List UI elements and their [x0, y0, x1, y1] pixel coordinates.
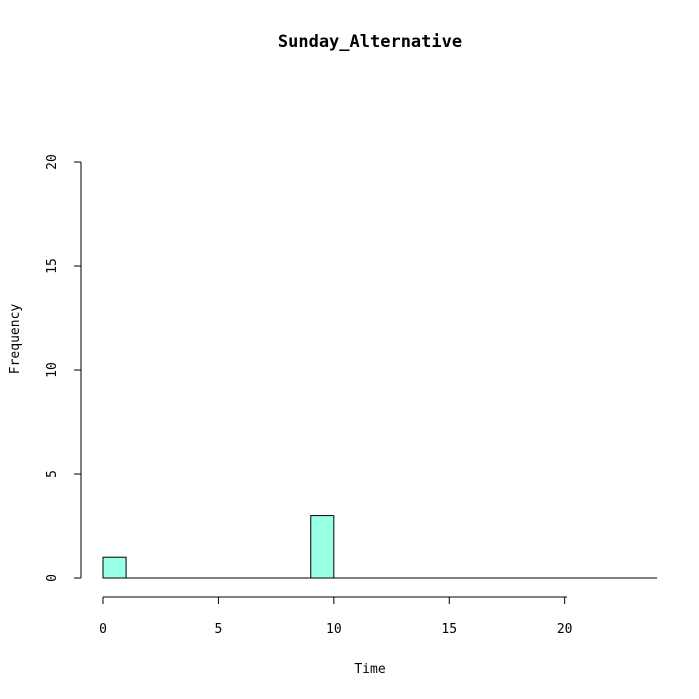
- y-axis-label: Frequency: [8, 304, 23, 375]
- x-tick-label: 5: [215, 622, 223, 637]
- histogram-bar: [102, 556, 127, 579]
- y-tick-label: 0: [45, 574, 60, 582]
- y-tick-label: 5: [45, 470, 60, 478]
- bars-group: [102, 515, 657, 579]
- y-tick-label: 10: [45, 362, 60, 378]
- chart-title: Sunday_Alternative: [278, 32, 462, 52]
- histogram-bar: [310, 515, 335, 579]
- x-tick-label: 20: [557, 622, 573, 637]
- y-axis-ticks: 0 5 10 15 20: [45, 154, 81, 582]
- y-tick-label: 20: [45, 154, 60, 170]
- x-axis-ticks: 0 5 10 15 20: [99, 597, 572, 637]
- y-tick-label: 15: [45, 258, 60, 274]
- x-tick-label: 0: [99, 622, 107, 637]
- x-axis-label: Time: [354, 662, 385, 677]
- x-tick-label: 10: [326, 622, 342, 637]
- x-tick-label: 15: [441, 622, 457, 637]
